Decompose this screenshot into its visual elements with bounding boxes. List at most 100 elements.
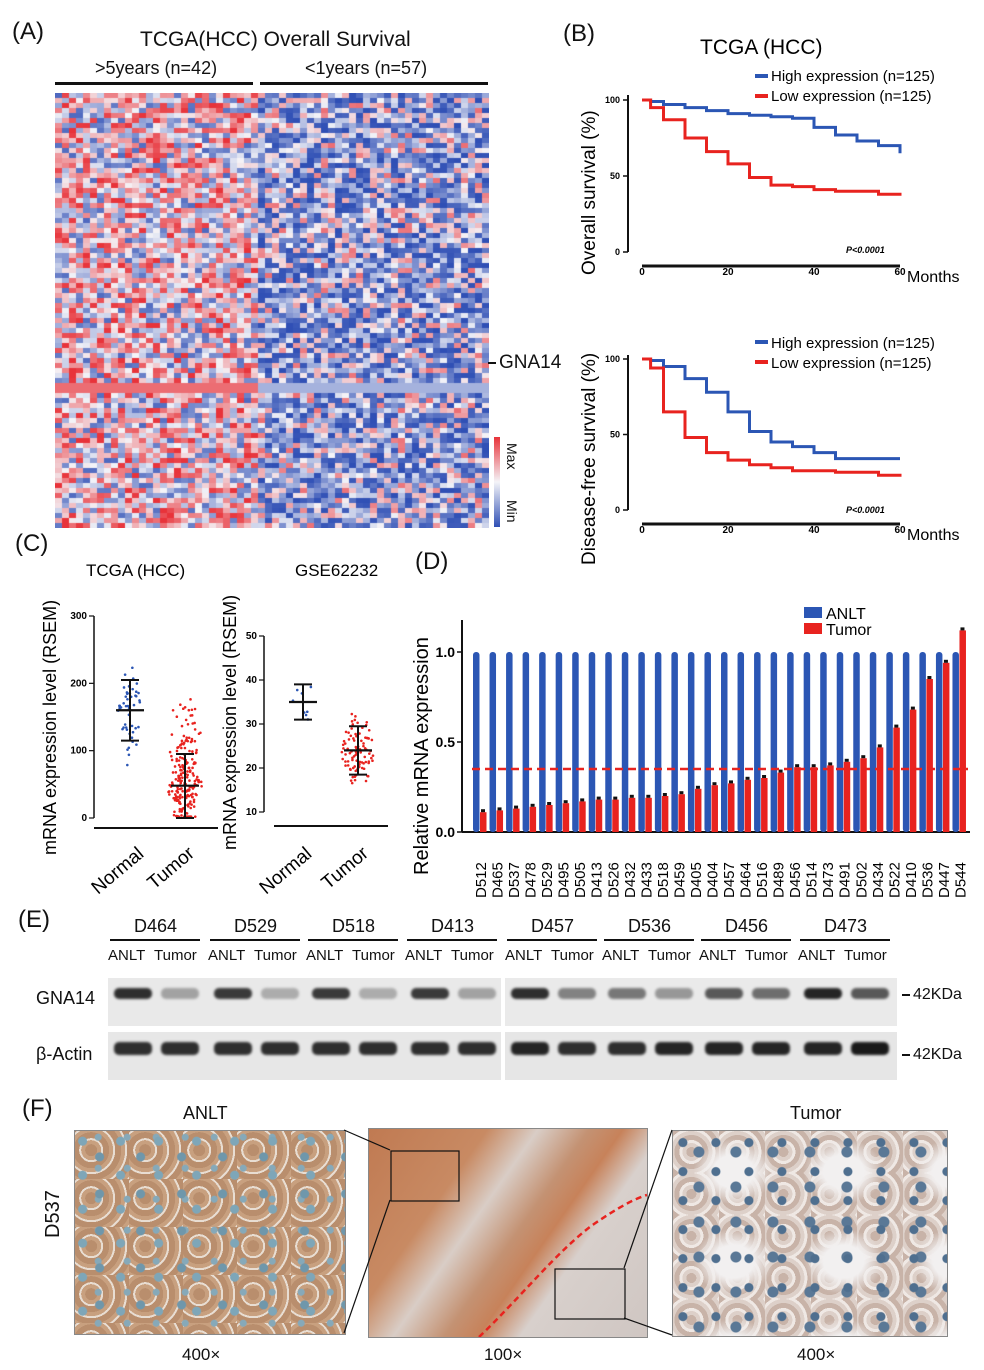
tcga-point bbox=[174, 771, 178, 774]
connector-right-bottom bbox=[623, 1317, 673, 1336]
bar-tumor-error bbox=[745, 776, 750, 780]
connector-left-bottom bbox=[343, 1199, 391, 1334]
tcga-point bbox=[195, 748, 198, 752]
bar-anlt bbox=[820, 652, 827, 832]
bar-tumor-error bbox=[828, 762, 833, 766]
gna14-band bbox=[411, 988, 449, 999]
gse-point bbox=[350, 727, 353, 730]
gse-point bbox=[309, 685, 313, 689]
bar-tumor-error bbox=[729, 780, 733, 784]
tcga-point bbox=[193, 762, 197, 765]
tcga-point bbox=[125, 728, 129, 731]
bar-category-label: D536 bbox=[919, 862, 936, 898]
bar-anlt bbox=[787, 652, 794, 832]
actin-band bbox=[705, 1042, 743, 1055]
panel-label-b: (B) bbox=[563, 20, 595, 47]
actin-band bbox=[312, 1042, 350, 1055]
tcga-ytick-label: 300 bbox=[70, 611, 87, 622]
tcga-ytick-label: 200 bbox=[70, 678, 87, 689]
panel-label-c: (C) bbox=[15, 530, 49, 557]
gna14-band bbox=[804, 988, 842, 999]
bar-category-label: D464 bbox=[738, 862, 755, 898]
bar-tumor-error bbox=[547, 802, 552, 805]
mag-left: 400× bbox=[182, 1345, 221, 1364]
tcga-point bbox=[178, 779, 182, 782]
tcga-point bbox=[126, 748, 129, 751]
actin-band bbox=[752, 1042, 790, 1055]
gse-point bbox=[354, 769, 358, 773]
tcga-point bbox=[186, 773, 189, 777]
bar-tumor bbox=[827, 765, 834, 832]
tcga-point bbox=[192, 800, 196, 804]
bar-anlt bbox=[886, 652, 893, 832]
tcga-point bbox=[189, 800, 192, 803]
panel-label-e: (E) bbox=[18, 906, 50, 933]
bar-tumor bbox=[926, 679, 933, 832]
gse-point bbox=[350, 720, 354, 723]
tcga-point bbox=[170, 758, 174, 762]
wb-lane-label-anlt: ANLT bbox=[798, 947, 836, 964]
tcga-point bbox=[191, 722, 194, 725]
bar-anlt bbox=[605, 652, 612, 832]
os-xtick-label: 20 bbox=[722, 267, 734, 278]
gse-point bbox=[342, 739, 346, 743]
legend-anlt: ANLT bbox=[826, 606, 866, 623]
wb-lane-label-tumor: Tumor bbox=[154, 947, 197, 964]
tcga-point bbox=[173, 810, 176, 814]
tcga-point bbox=[200, 784, 203, 788]
tcga-point bbox=[126, 704, 130, 708]
panel-label-d: (D) bbox=[415, 548, 449, 575]
bar-category-label: D457 bbox=[721, 862, 738, 898]
gse-point bbox=[354, 746, 358, 750]
gse-point bbox=[358, 760, 362, 764]
gse-point bbox=[370, 738, 374, 742]
bar-anlt bbox=[489, 652, 497, 832]
bar-tumor-error bbox=[795, 764, 800, 768]
actin-band bbox=[161, 1042, 199, 1055]
bar-tumor bbox=[728, 783, 735, 832]
bar-category-label: D404 bbox=[704, 862, 721, 898]
bar-tumor-error bbox=[778, 769, 783, 773]
bar-tumor-error bbox=[514, 805, 519, 809]
tcga-point bbox=[195, 778, 198, 781]
gse-point bbox=[371, 754, 375, 757]
gse-point bbox=[350, 781, 354, 785]
bar-tumor bbox=[876, 747, 884, 832]
tcga-point bbox=[178, 796, 182, 800]
bar-tumor-error bbox=[497, 807, 502, 811]
tcga-point bbox=[134, 726, 137, 730]
tcga-point bbox=[122, 686, 126, 689]
gene-label-gna14: GNA14 bbox=[499, 352, 562, 373]
bar-anlt bbox=[704, 652, 711, 832]
heatmap-group-right: <1years (n=57) bbox=[305, 58, 428, 78]
bar-tumor bbox=[513, 808, 520, 832]
gse-point bbox=[305, 710, 309, 714]
panel-label-f: (F) bbox=[22, 1095, 53, 1122]
mag-right: 400× bbox=[797, 1345, 836, 1364]
tcga-point bbox=[185, 775, 189, 779]
tcga-point bbox=[134, 690, 138, 694]
ihc-tumor-400x-image bbox=[672, 1130, 948, 1337]
bar-tumor-error bbox=[679, 791, 684, 795]
bar-anlt bbox=[621, 652, 629, 832]
actin-blot bbox=[108, 1032, 501, 1080]
gna14-size-label: 42KDa bbox=[913, 986, 962, 1003]
wb-row-label-actin: β-Actin bbox=[36, 1044, 93, 1064]
heatmap-group-left: >5years (n=42) bbox=[95, 58, 218, 78]
tcga-dot-ylabel: mRNA expression level (RSEM) bbox=[40, 600, 60, 855]
tcga-point bbox=[122, 726, 125, 729]
gse-point bbox=[353, 718, 357, 722]
tcga-point bbox=[193, 815, 197, 818]
gse-point bbox=[342, 747, 345, 750]
bar-tumor bbox=[711, 785, 718, 832]
gse-point bbox=[363, 755, 367, 759]
wb-lane-label-tumor: Tumor bbox=[648, 947, 691, 964]
tcga-point bbox=[193, 728, 197, 731]
gse-point bbox=[370, 756, 373, 760]
bar-category-label: D413 bbox=[589, 862, 606, 898]
gse-point bbox=[351, 766, 355, 770]
bar-anlt bbox=[853, 652, 860, 832]
bar-tumor-error bbox=[563, 800, 568, 804]
tcga-point bbox=[181, 707, 185, 711]
bar-tumor bbox=[893, 727, 900, 832]
